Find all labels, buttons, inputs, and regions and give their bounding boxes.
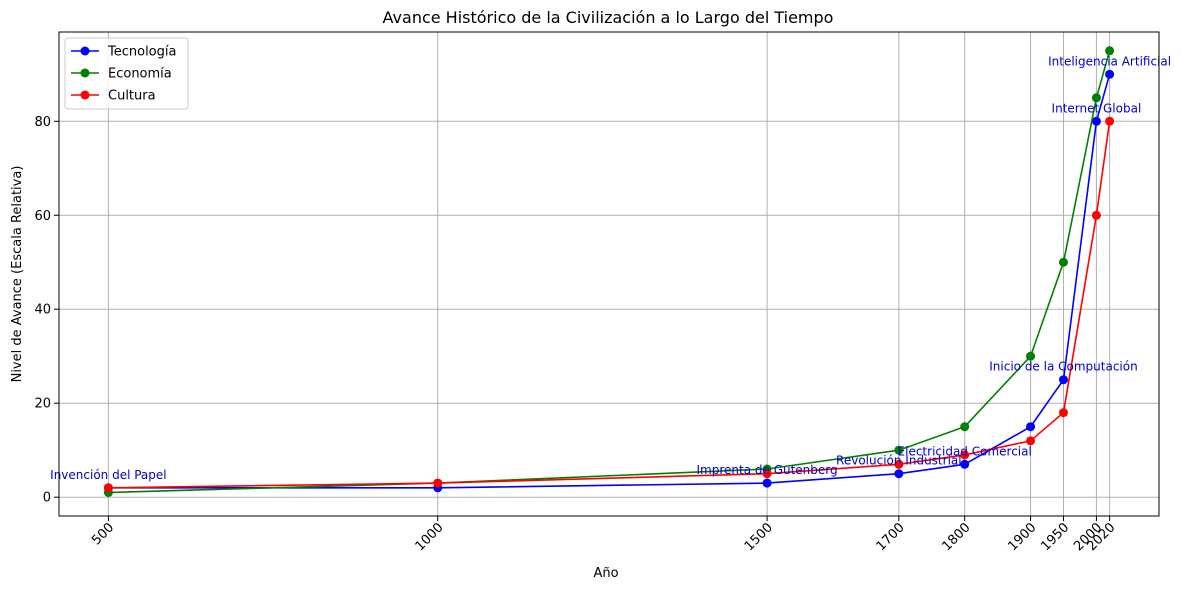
- annotation-label: Electricidad Comercial: [898, 444, 1032, 458]
- legend-label: Economía: [108, 67, 172, 82]
- data-point: [1026, 351, 1036, 361]
- x-tick-label: 1500: [742, 520, 776, 554]
- data-point: [762, 469, 772, 479]
- series-line: [108, 74, 1111, 489]
- data-point: [1105, 46, 1115, 56]
- series-cultura: [103, 116, 1115, 493]
- data-point: [1091, 116, 1101, 126]
- legend-item: Tecnología: [71, 45, 176, 60]
- data-point: [894, 445, 904, 455]
- x-axis-label: Año: [593, 566, 618, 581]
- y-tick-label: 0: [43, 491, 51, 506]
- series-layer: [103, 46, 1115, 498]
- annotation-label: Revolución Industrial: [836, 454, 962, 468]
- annotations: Invención del Papel Imprenta de Gutenberg…: [50, 54, 1171, 482]
- data-point: [960, 459, 970, 469]
- annotation-label: Imprenta de Gutenberg: [697, 463, 838, 477]
- data-point: [1058, 375, 1068, 385]
- legend-item: Economía: [71, 67, 172, 82]
- y-tick-label: 80: [34, 115, 51, 130]
- data-point: [960, 422, 970, 432]
- legend-marker: [80, 68, 90, 78]
- legend-label: Tecnología: [107, 45, 176, 60]
- data-point: [894, 469, 904, 479]
- data-point: [762, 478, 772, 488]
- data-point: [1105, 116, 1115, 126]
- x-tick-label: 1900: [1005, 520, 1039, 554]
- y-axis-label: Nivel de Avance (Escala Relativa): [10, 166, 25, 383]
- plot-frame: [58, 31, 1160, 517]
- annotation-label: Invención del Papel: [50, 468, 166, 482]
- series-line: [108, 121, 1111, 489]
- legend-marker: [80, 46, 90, 56]
- legend-marker: [80, 90, 90, 100]
- x-tick-label: 1800: [940, 520, 974, 554]
- data-point: [1058, 257, 1068, 267]
- series-line: [108, 50, 1111, 494]
- y-tick-label: 60: [34, 209, 51, 224]
- data-point: [103, 483, 113, 493]
- x-tick-label: 500: [89, 520, 117, 548]
- chart-title: Avance Histórico de la Civilización a lo…: [383, 8, 834, 27]
- data-point: [433, 478, 443, 488]
- legend-box: [64, 37, 189, 110]
- grid: [59, 32, 1159, 516]
- annotation-label: Inicio de la Computación: [989, 360, 1137, 374]
- x-tick-label: 1950: [1038, 520, 1072, 554]
- y-tick-label: 20: [34, 397, 51, 412]
- legend: Tecnología Economía Cultura: [64, 37, 189, 110]
- annotation-label: Inteligencia Artificial: [1048, 54, 1171, 68]
- annotation-label: Internet Global: [1052, 101, 1142, 115]
- y-tick-label: 40: [34, 303, 51, 318]
- legend-item: Cultura: [71, 89, 156, 104]
- x-tick-label: 1700: [874, 520, 908, 554]
- data-point: [1091, 210, 1101, 220]
- data-point: [960, 450, 970, 460]
- data-point: [894, 459, 904, 469]
- data-point: [1026, 436, 1036, 446]
- data-point: [1105, 69, 1115, 79]
- data-point: [1091, 93, 1101, 103]
- legend-label: Cultura: [108, 89, 156, 104]
- series-economía: [103, 46, 1115, 498]
- x-tick-label: 1000: [413, 520, 447, 554]
- data-point: [1058, 408, 1068, 418]
- data-point: [1026, 422, 1036, 432]
